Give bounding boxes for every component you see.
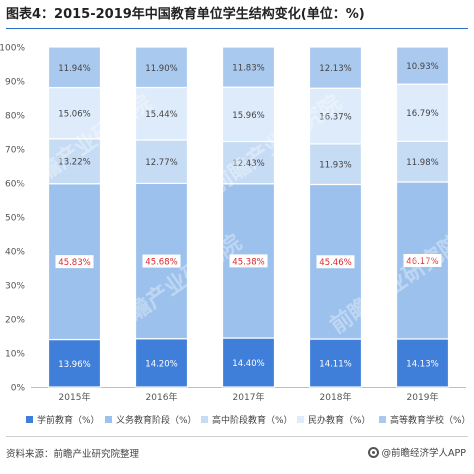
bar-segment [308, 338, 363, 388]
data-label: 15.44% [145, 110, 177, 120]
bar-segment [47, 86, 102, 140]
legend-swatch [379, 416, 386, 423]
data-label: 14.11% [319, 360, 351, 370]
bar-segment [221, 86, 276, 143]
data-label: 45.68% [145, 258, 177, 268]
legend-label: 学前教育（%） [37, 416, 100, 426]
data-label: 16.37% [319, 113, 351, 123]
data-label: 45.38% [232, 257, 264, 267]
title-divider [6, 28, 468, 29]
y-tick-label: 60% [5, 180, 25, 190]
chart-legend: 学前教育（%） 义务教育阶段（%） 高中阶段教育（%） 民办教育（%） 高等教育学校（%… [0, 413, 474, 431]
legend-swatch [201, 416, 208, 423]
data-label-background [142, 254, 181, 268]
bar-segment [308, 143, 363, 186]
y-tick-label: 20% [5, 316, 25, 326]
data-label: 11.93% [319, 161, 351, 171]
y-tick-label: 80% [5, 112, 25, 122]
bar-segment [47, 46, 102, 89]
brand-logo-icon [367, 446, 379, 458]
legend-item: 民办教育（%） [297, 413, 371, 426]
x-tick-label: 2019年 [407, 391, 439, 403]
data-label: 45.46% [319, 258, 351, 268]
y-tick-label: 10% [5, 350, 25, 360]
brand-text: @前瞻经济学人APP [381, 448, 466, 459]
y-tick-label: 100% [0, 44, 25, 54]
data-label: 12.77% [145, 158, 177, 168]
y-tick-label: 40% [5, 248, 25, 258]
data-label: 12.43% [232, 159, 264, 169]
bar-segment [308, 87, 363, 145]
data-label: 11.83% [232, 64, 264, 74]
legend-item: 学前教育（%） [26, 413, 100, 426]
bar-segment [395, 83, 450, 142]
data-label: 15.96% [232, 111, 264, 121]
data-label-background [403, 253, 442, 267]
x-tick-label: 2018年 [320, 391, 352, 403]
data-label: 45.83% [58, 258, 90, 268]
x-tick-label: 2015年 [59, 391, 91, 403]
legend-label: 义务教育阶段（%） [116, 416, 197, 426]
bar-segment [134, 46, 189, 89]
legend-item: 高等教育学校（%） [379, 413, 471, 426]
data-label: 13.22% [58, 158, 90, 168]
data-label: 12.13% [319, 64, 351, 74]
legend-item: 义务教育阶段（%） [105, 413, 197, 426]
bar-segment [134, 338, 189, 388]
bar-segment [308, 46, 363, 89]
legend-label: 民办教育（%） [308, 416, 371, 426]
data-label: 10.93% [406, 62, 438, 72]
bar-segment [47, 338, 102, 388]
data-label: 16.79% [406, 109, 438, 119]
data-label-background [229, 254, 268, 268]
legend-swatch [26, 416, 33, 423]
legend-item: 高中阶段教育（%） [201, 413, 293, 426]
data-label: 13.96% [58, 360, 90, 370]
data-label: 14.20% [145, 359, 177, 369]
data-label: 11.98% [406, 158, 438, 168]
bar-segment [221, 46, 276, 88]
y-tick-label: 30% [5, 282, 25, 292]
footer-divider [6, 436, 468, 437]
bar-segment [395, 338, 450, 388]
source-note: 资料来源：前瞻产业研究院整理 [6, 449, 140, 460]
chart-title: 图表4：2015-2019年中国教育单位学生结构变化(单位：%) [6, 7, 365, 22]
bar-segment [395, 46, 450, 85]
data-label: 11.94% [58, 64, 90, 74]
y-tick-label: 50% [5, 214, 25, 224]
data-label-background [316, 255, 355, 269]
data-label: 11.90% [145, 64, 177, 74]
data-label-background [55, 255, 94, 269]
bar-segment [134, 139, 189, 185]
legend-swatch [297, 416, 304, 423]
y-tick-label: 70% [5, 146, 25, 156]
bar-segment [134, 86, 189, 141]
legend-label: 高等教育学校（%） [390, 416, 471, 426]
x-tick-label: 2016年 [146, 391, 178, 403]
legend-swatch [105, 416, 112, 423]
bar-segment [395, 140, 450, 183]
data-label: 46.17% [406, 257, 438, 267]
data-label: 14.13% [406, 359, 438, 369]
brand-credit: @前瞻经济学人APP [367, 445, 466, 459]
y-tick-label: 0% [11, 384, 26, 394]
y-tick-label: 90% [5, 78, 25, 88]
legend-label: 高中阶段教育（%） [212, 416, 293, 426]
data-label: 14.40% [232, 359, 264, 369]
bar-segment [221, 337, 276, 388]
x-tick-label: 2017年 [233, 391, 265, 403]
data-label: 15.06% [58, 110, 90, 120]
